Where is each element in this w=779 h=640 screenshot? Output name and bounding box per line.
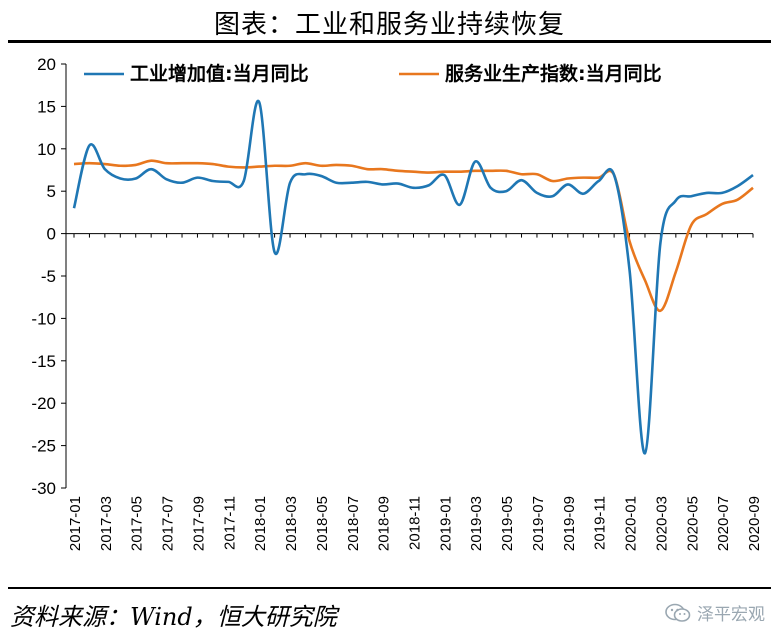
y-tick-label: -20 (31, 394, 56, 413)
x-tick-label: 2017-05 (129, 496, 146, 551)
x-tick-label: 2019-05 (499, 496, 516, 551)
x-tick-label: 2017-01 (67, 496, 84, 551)
x-tick-label: 2019-01 (437, 496, 454, 551)
x-tick-label: 2018-07 (345, 496, 362, 551)
x-tick-label: 2018-03 (283, 496, 300, 551)
series-line-1 (73, 159, 754, 313)
line-chart: 20 15 10 5 0 -5 -10 -15 -20 -25 -30 2017-01 2017-03 2… (31, 55, 763, 551)
x-tick-label: 2019-11 (592, 496, 609, 550)
legend-label-1: 服务业生产指数:当月同比 (445, 62, 662, 85)
y-tick-label: 10 (37, 140, 56, 159)
x-tick-label: 2018-11 (407, 496, 424, 550)
watermark: 泽平宏观 (665, 600, 765, 625)
chart-axes: 20 15 10 5 0 -5 -10 -15 -20 -25 -30 2017-01 2017-03 2… (31, 55, 763, 551)
y-tick-label: -25 (31, 437, 56, 456)
y-tick-label: 15 (37, 97, 56, 116)
x-tick-label: 2019-09 (561, 496, 578, 551)
x-tick-label: 2020-07 (715, 496, 732, 551)
legend-label-0: 工业增加值:当月同比 (130, 62, 309, 85)
y-tick-label: -30 (31, 479, 56, 498)
x-tick-label: 2018-05 (314, 496, 331, 551)
x-tick-label: 2019-03 (468, 496, 485, 551)
footer-rule (8, 587, 771, 589)
series-line-0 (72, 99, 754, 455)
y-tick-label: 0 (47, 225, 56, 244)
chart-legend: 工业增加值:当月同比 服务业生产指数:当月同比 (84, 62, 662, 85)
y-tick-label: -5 (41, 267, 56, 286)
x-tick-label: 2017-07 (160, 496, 177, 551)
x-tick-label: 2017-09 (190, 496, 207, 551)
x-tick-label: 2019-07 (530, 496, 547, 551)
y-tick-label: -10 (31, 309, 56, 328)
chart-series (72, 99, 754, 455)
source-note: 资料来源：Wind，恒大研究院 (10, 603, 337, 631)
x-tick-label: 2017-03 (98, 496, 115, 551)
x-tick-label: 2018-09 (376, 496, 393, 551)
x-tick-label: 2018-01 (252, 496, 269, 551)
watermark-text: 泽平宏观 (697, 605, 765, 625)
title-rule (8, 40, 771, 43)
y-tick-label: -15 (31, 352, 56, 371)
x-tick-label: 2020-09 (746, 496, 763, 551)
x-tick-label: 2020-05 (684, 496, 701, 551)
x-tick-label: 2020-01 (623, 496, 640, 551)
y-tick-label: 20 (37, 55, 56, 74)
y-tick-label: 5 (47, 182, 56, 201)
x-tick-label: 2020-03 (653, 496, 670, 551)
page-title: 图表：工业和服务业持续恢复 (213, 10, 565, 40)
wechat-icon (665, 603, 691, 623)
x-tick-label: 2017-11 (221, 496, 238, 550)
